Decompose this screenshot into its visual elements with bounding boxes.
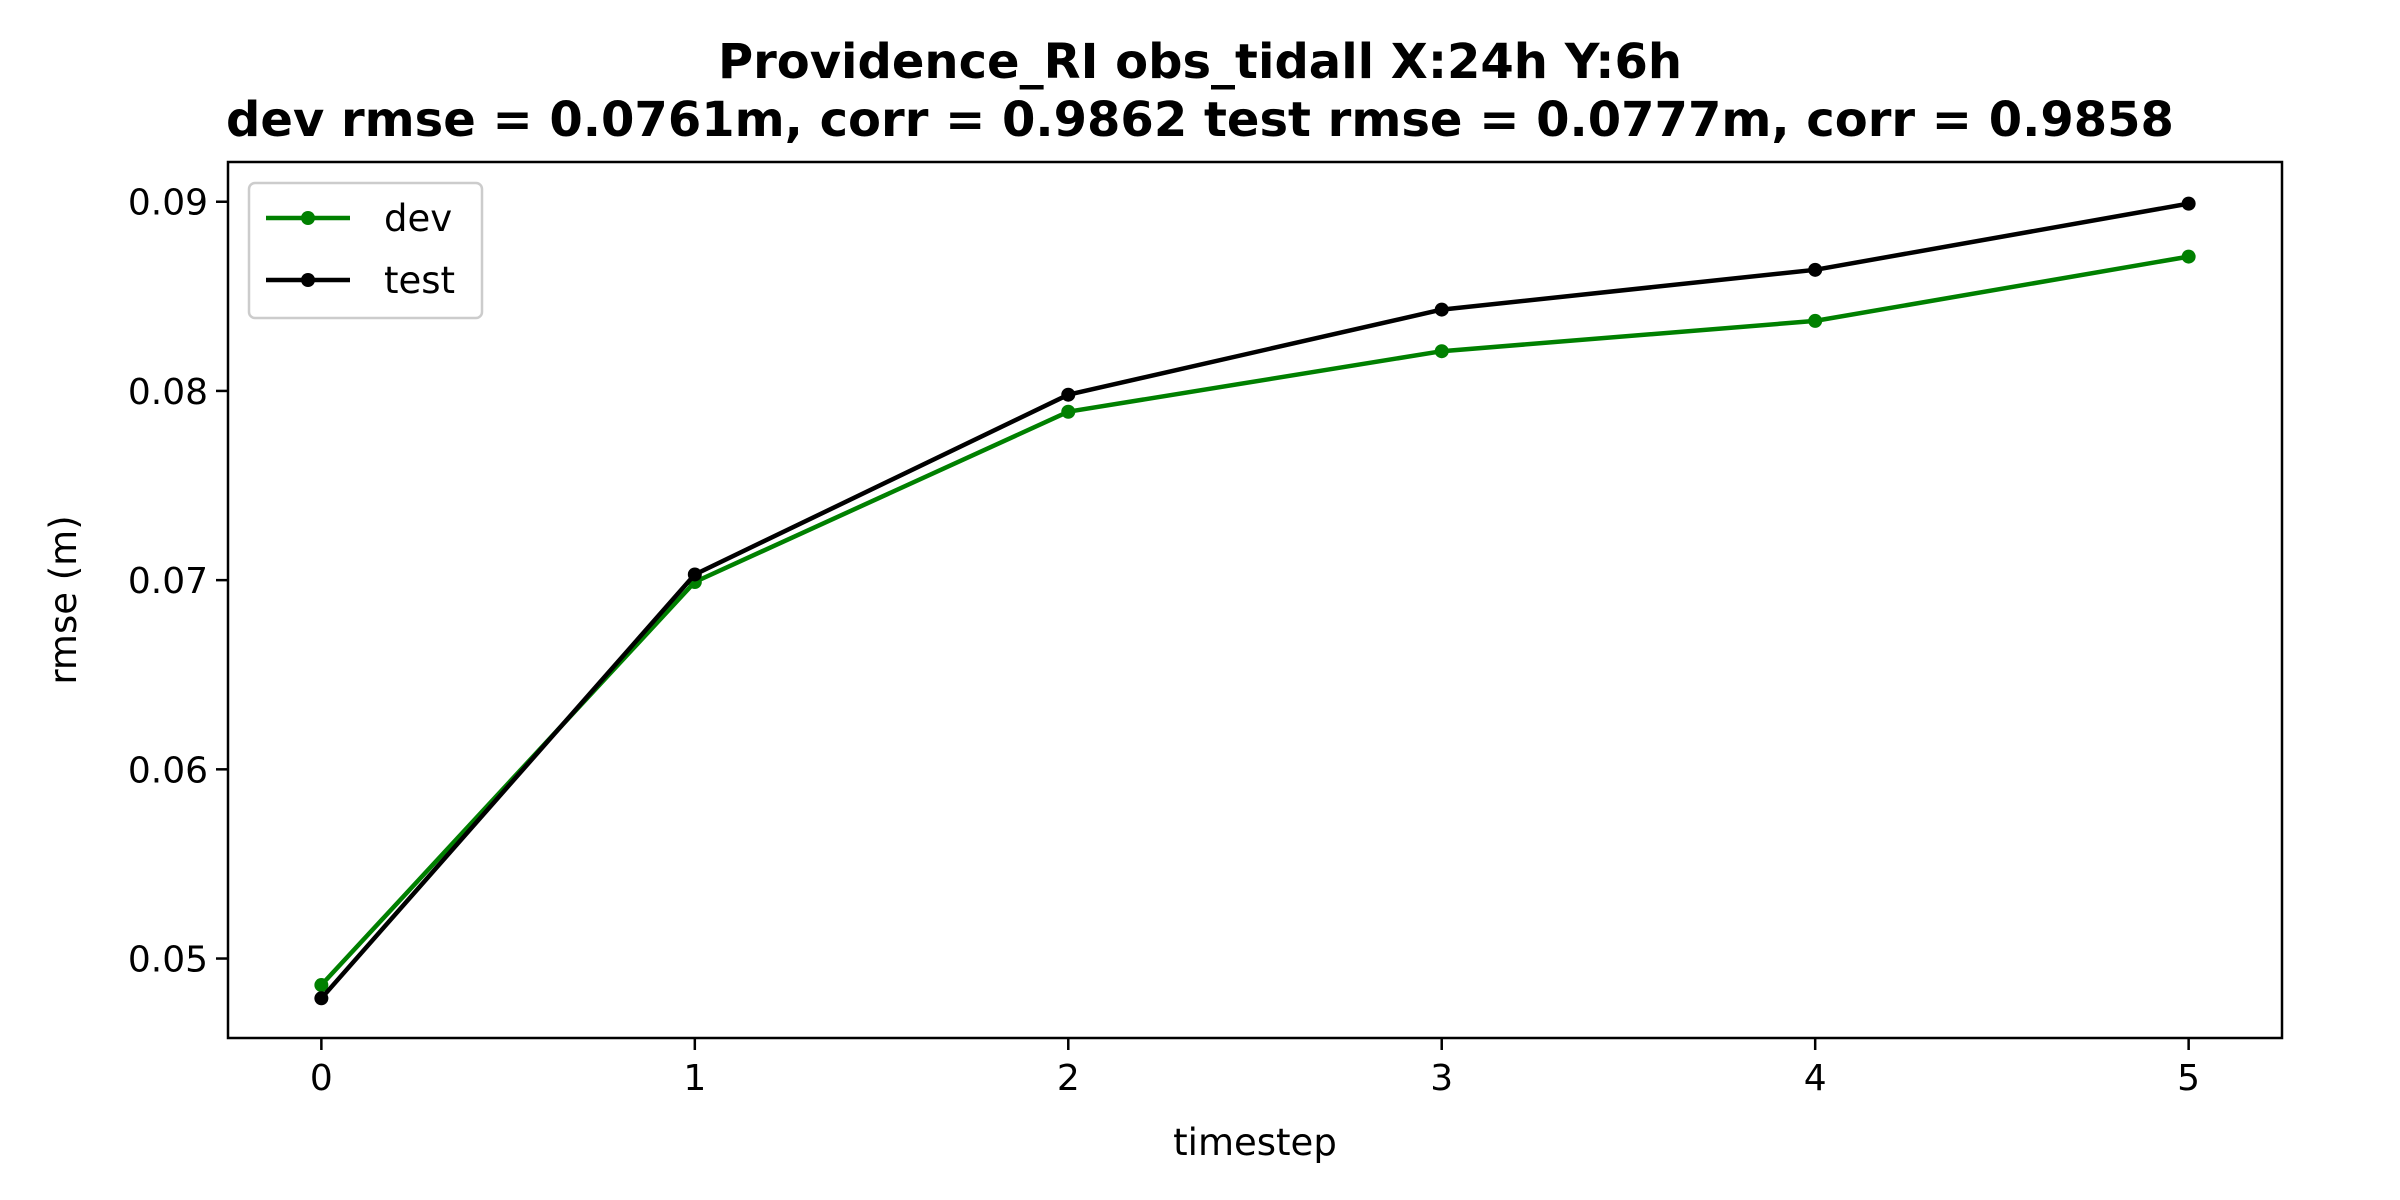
data-point-dev — [1808, 313, 1823, 328]
x-tick-label: 5 — [2177, 1058, 2200, 1099]
x-tick-label: 0 — [310, 1058, 333, 1099]
legend-marker-test — [301, 273, 315, 287]
data-point-test — [1434, 302, 1449, 317]
data-point-test — [2181, 196, 2196, 211]
data-point-dev — [1061, 404, 1076, 419]
chart-title-line-2: dev rmse = 0.0761m, corr = 0.9862 test r… — [226, 92, 2174, 148]
y-tick-label: 0.09 — [128, 183, 208, 224]
data-point-dev — [2181, 249, 2196, 264]
y-axis-label: rmse (m) — [42, 515, 85, 684]
plot-area — [314, 196, 2196, 1006]
legend-label-test: test — [384, 259, 455, 302]
legend: dev test — [247, 181, 484, 320]
y-tick-label: 0.06 — [128, 750, 208, 791]
legend-marker-dev — [301, 211, 315, 225]
y-tick-label: 0.07 — [128, 561, 208, 602]
x-tick-label: 3 — [1430, 1058, 1453, 1099]
data-point-dev — [314, 978, 329, 993]
data-point-test — [314, 991, 329, 1006]
x-axis: 0 1 2 3 4 5 — [310, 1038, 2200, 1099]
y-tick-label: 0.08 — [128, 372, 208, 413]
x-tick-label: 2 — [1057, 1058, 1080, 1099]
series-line-dev — [319, 254, 2191, 988]
x-tick-label: 4 — [1804, 1058, 1827, 1099]
chart-title-line-1: Providence_RI obs_tidall X:24h Y:6h — [718, 34, 1682, 90]
y-axis: 0.05 0.06 0.07 0.08 0.09 — [128, 183, 228, 981]
y-tick-label: 0.05 — [128, 940, 208, 981]
data-point-test — [1061, 387, 1076, 402]
x-axis-label: timestep — [1173, 1121, 1337, 1164]
x-tick-label: 1 — [683, 1058, 706, 1099]
data-point-test — [1808, 262, 1823, 277]
data-point-dev — [1434, 344, 1449, 359]
legend-label-dev: dev — [384, 197, 452, 240]
series-line-test — [319, 201, 2191, 1001]
data-point-test — [687, 567, 702, 582]
plot-frame — [226, 160, 2284, 1040]
